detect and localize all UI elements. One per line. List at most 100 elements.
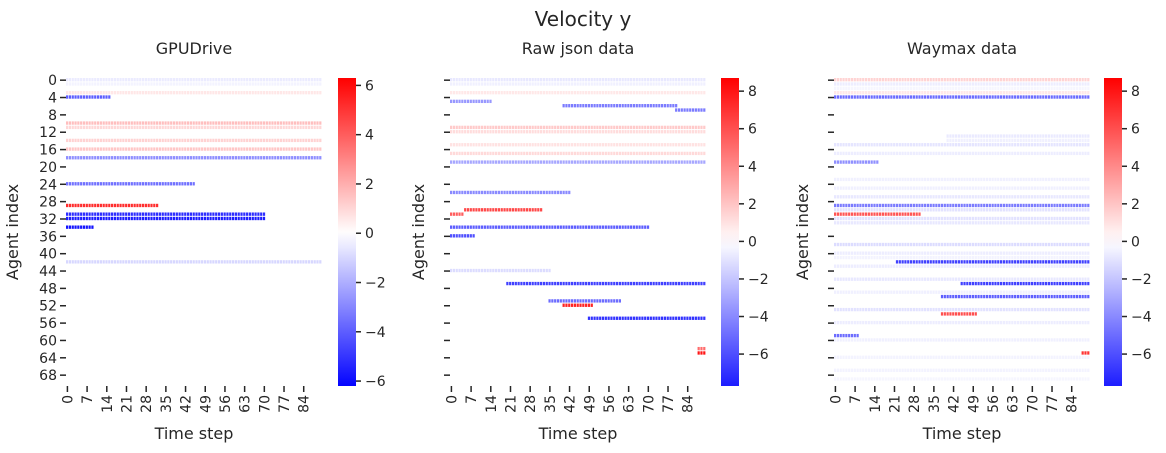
heatmap-cell — [299, 91, 302, 95]
heatmap-cell — [940, 294, 944, 299]
heatmap-cell — [1078, 294, 1081, 299]
heatmap-cell — [212, 125, 215, 130]
heatmap-cell — [596, 104, 599, 108]
heatmap-cell — [248, 121, 252, 125]
x-axis-label: Time step — [154, 424, 234, 443]
heatmap-cell — [528, 190, 531, 195]
heatmap-cell — [257, 147, 260, 151]
heatmap-cell — [940, 78, 944, 82]
heatmap-cell — [921, 264, 924, 268]
heatmap-cell — [1014, 134, 1017, 138]
heatmap-cell — [296, 138, 299, 143]
heatmap-cell — [1030, 216, 1034, 221]
heatmap-cell — [1025, 221, 1028, 225]
heatmap-cell — [876, 91, 879, 95]
heatmap-cell — [223, 125, 226, 130]
heatmap-cell — [655, 316, 658, 320]
heatmap-cell — [551, 130, 554, 134]
heatmap-cell — [921, 143, 924, 147]
heatmap-cell — [156, 216, 159, 221]
heatmap-cell — [1087, 255, 1090, 260]
heatmap-cell — [319, 260, 322, 264]
heatmap-cell — [105, 95, 108, 99]
heatmap-cell — [1056, 320, 1059, 325]
heatmap-cell — [1073, 281, 1076, 286]
heatmap-cell — [974, 242, 977, 247]
heatmap-cell — [957, 195, 960, 199]
heatmap-cell — [932, 320, 935, 325]
heatmap-cell — [1016, 203, 1020, 208]
heatmap-cell — [1081, 134, 1084, 138]
heatmap-cell — [257, 91, 260, 95]
heatmap-cell — [534, 190, 537, 195]
heatmap-cell — [1044, 294, 1048, 299]
heatmap-cell — [926, 186, 930, 190]
heatmap-cell — [864, 86, 868, 91]
heatmap-cell — [853, 320, 856, 325]
heatmap-cell — [957, 203, 960, 208]
heatmap-cell — [677, 130, 681, 134]
heatmap-cell — [834, 160, 837, 164]
heatmap-cell — [938, 208, 941, 212]
heatmap-cell — [1028, 208, 1031, 212]
heatmap-cell — [969, 255, 972, 260]
heatmap-cell — [223, 147, 226, 151]
heatmap-cell — [856, 160, 859, 164]
heatmap-cell — [1039, 255, 1042, 260]
heatmap-cell — [276, 156, 280, 160]
heatmap-cell — [675, 143, 678, 147]
heatmap-cell — [966, 151, 969, 156]
heatmap-cell — [71, 91, 74, 95]
heatmap-cell — [85, 156, 88, 160]
heatmap-cell — [234, 78, 237, 82]
heatmap-cell — [834, 203, 837, 208]
heatmap-cell — [836, 78, 840, 82]
heatmap-cell — [483, 151, 486, 156]
heatmap-cell — [971, 290, 975, 294]
heatmap-cell — [1081, 177, 1084, 182]
heatmap-cell — [977, 151, 980, 156]
heatmap-cell — [1056, 355, 1059, 359]
heatmap-cell — [621, 316, 624, 320]
heatmap-cell — [924, 277, 927, 281]
heatmap-cell — [1053, 368, 1056, 372]
heatmap-cell — [201, 82, 204, 86]
heatmap-cell — [1070, 221, 1073, 225]
heatmap-cell — [119, 138, 122, 143]
heatmap-cell — [511, 130, 515, 134]
heatmap-cell — [954, 82, 958, 86]
heatmap-cell — [495, 78, 498, 82]
heatmap-cell — [116, 78, 119, 82]
heatmap-cell — [562, 160, 565, 164]
heatmap-cell — [116, 212, 119, 216]
heatmap-cell — [243, 216, 246, 221]
heatmap-cell — [1053, 138, 1056, 143]
heatmap-cell — [186, 91, 190, 95]
heatmap-cell — [548, 82, 551, 86]
heatmap-cell — [80, 82, 83, 86]
heatmap-cell — [178, 147, 181, 151]
heatmap-cell — [974, 355, 977, 359]
heatmap-cell — [836, 177, 840, 182]
heatmap-cell — [1087, 290, 1090, 294]
heatmap-cell — [248, 82, 252, 86]
heatmap-cell — [901, 355, 904, 359]
heatmap-cell — [890, 186, 893, 190]
heatmap-cell — [1016, 242, 1020, 247]
heatmap-cell — [1078, 338, 1081, 342]
heatmap-cell — [1016, 320, 1020, 325]
heatmap-cell — [884, 251, 887, 255]
heatmap-cell — [1056, 78, 1059, 82]
heatmap-cell — [960, 312, 963, 316]
heatmap-cell — [1047, 307, 1051, 312]
heatmap-cell — [839, 160, 842, 164]
heatmap-cell — [307, 260, 311, 264]
heatmap-cell — [178, 182, 181, 186]
heatmap-cell — [260, 147, 263, 151]
heatmap-cell — [1039, 195, 1042, 199]
heatmap-cell — [582, 299, 585, 303]
heatmap-cell — [836, 320, 840, 325]
heatmap-cell — [836, 186, 840, 190]
heatmap-cell — [949, 260, 952, 264]
heatmap-cell — [1042, 290, 1045, 294]
